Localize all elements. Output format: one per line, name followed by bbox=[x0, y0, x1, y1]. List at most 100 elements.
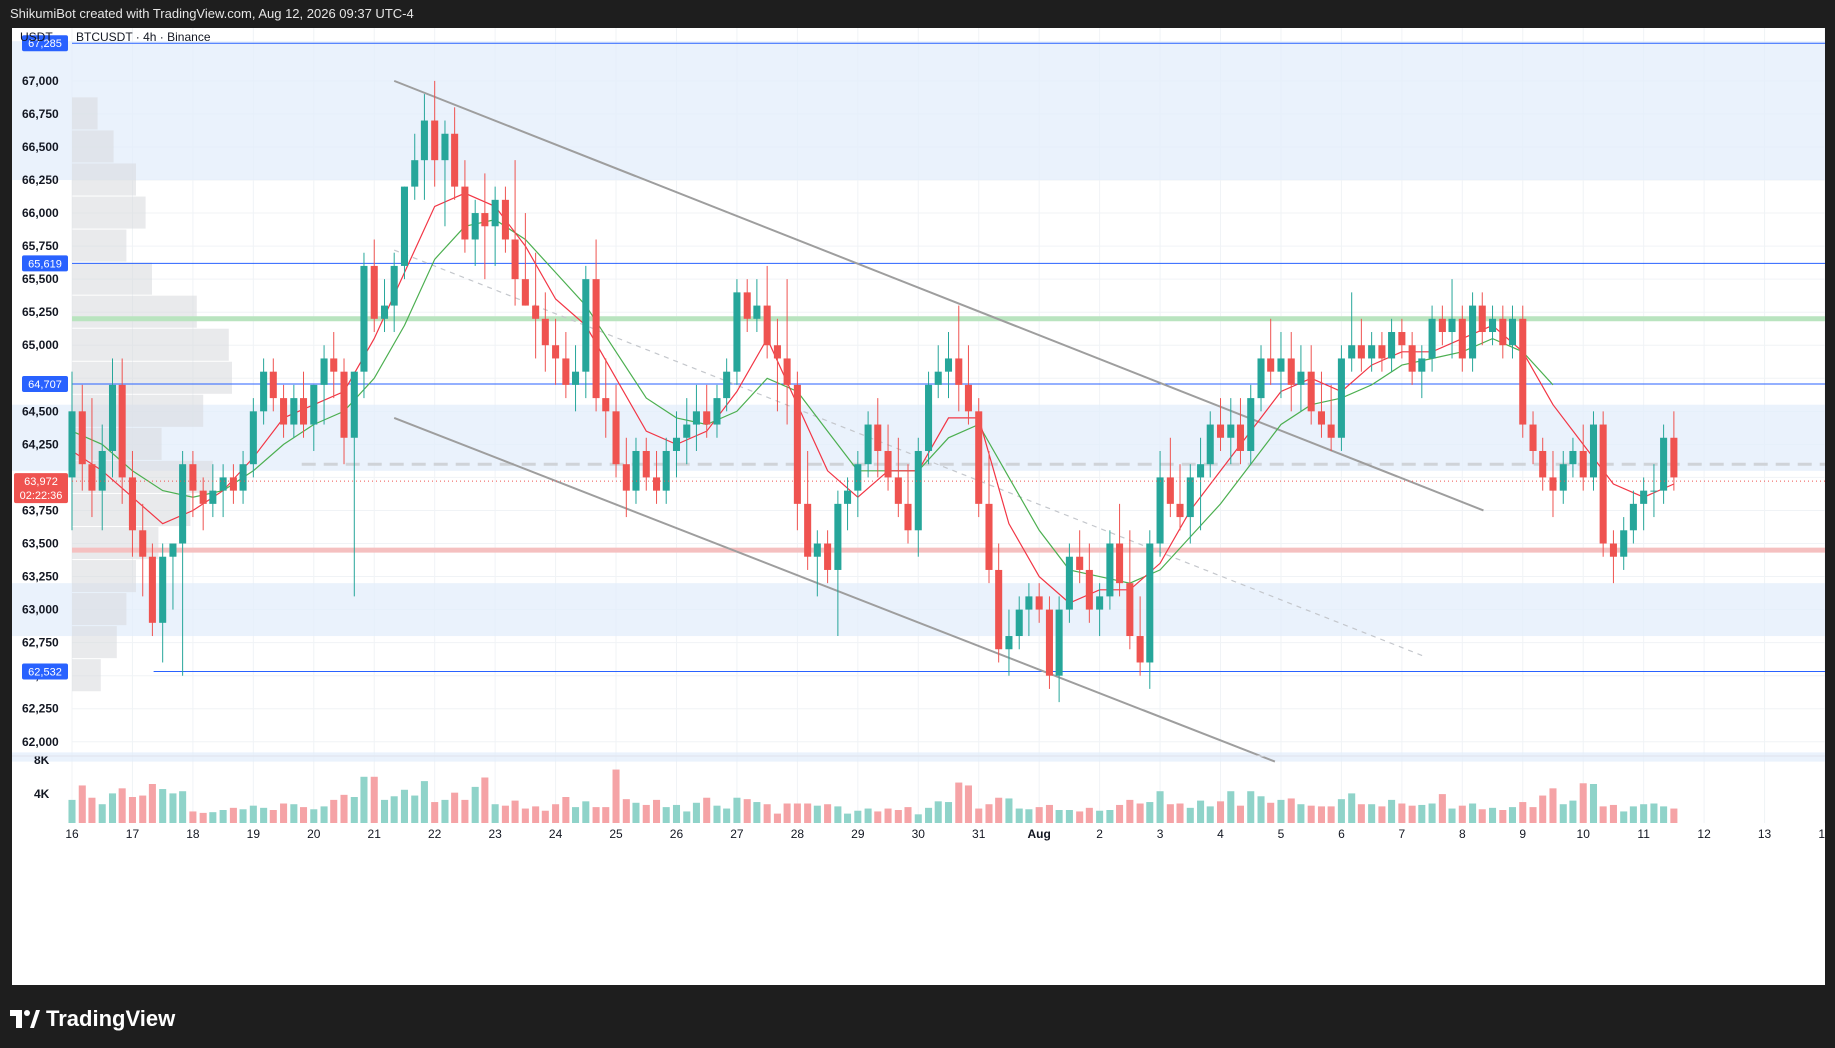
volume-bar bbox=[481, 777, 489, 823]
trend-channel[interactable] bbox=[393, 79, 1484, 763]
volume-bar bbox=[1579, 783, 1587, 823]
candle-body bbox=[1629, 503, 1637, 531]
y-tick-label: 66,500 bbox=[22, 140, 59, 154]
volume-bar bbox=[662, 807, 670, 823]
profile-row bbox=[72, 427, 162, 460]
candle-body bbox=[159, 556, 167, 623]
candle-body bbox=[1529, 424, 1537, 451]
candle-body bbox=[1146, 543, 1154, 663]
candle-body bbox=[1186, 477, 1194, 518]
x-tick-label: 17 bbox=[126, 827, 140, 841]
volume-bar bbox=[622, 799, 630, 823]
volume-bar bbox=[1357, 804, 1365, 823]
volume-bar bbox=[1569, 800, 1577, 823]
volume-bar bbox=[864, 808, 872, 823]
candle-body bbox=[793, 384, 801, 504]
volume-bar bbox=[1599, 806, 1607, 823]
y-tick-label: 65,000 bbox=[22, 338, 59, 352]
tradingview-logo[interactable]: TradingView bbox=[10, 1006, 175, 1032]
candle-body bbox=[501, 199, 509, 240]
volume-bar bbox=[572, 807, 580, 823]
candle-body bbox=[98, 450, 106, 491]
x-tick-label: 16 bbox=[65, 827, 79, 841]
candle-body bbox=[925, 384, 933, 451]
volume-bar bbox=[1035, 807, 1043, 823]
candle-body bbox=[653, 477, 661, 491]
volume-bar bbox=[1015, 808, 1023, 823]
x-tick-label: 27 bbox=[730, 827, 744, 841]
volume-bar bbox=[1629, 806, 1637, 823]
candle-body bbox=[562, 358, 570, 385]
candle-body bbox=[1428, 318, 1436, 359]
volume-bar bbox=[703, 797, 711, 823]
price-level-label: 62,532 bbox=[28, 666, 62, 678]
volume-bar bbox=[743, 799, 751, 823]
y-tick-label: 64,250 bbox=[22, 437, 59, 451]
price-zone bbox=[12, 583, 1825, 637]
candle-body bbox=[350, 371, 358, 438]
volume-bar bbox=[1448, 808, 1456, 823]
candle-body bbox=[1297, 371, 1305, 385]
y-tick-label: 65,500 bbox=[22, 272, 59, 286]
volume-bar bbox=[894, 810, 902, 823]
price-chart[interactable]: 62,00062,25062,50062,75063,00063,25063,5… bbox=[12, 28, 1825, 985]
attribution-header: ShikumiBot created with TradingView.com,… bbox=[0, 0, 1835, 28]
x-tick-label: 26 bbox=[670, 827, 684, 841]
volume-bar bbox=[541, 810, 549, 823]
candle-body bbox=[269, 371, 277, 399]
candle-body bbox=[783, 358, 791, 385]
candle-body bbox=[1448, 318, 1456, 333]
x-tick-label: 10 bbox=[1577, 827, 1591, 841]
volume-bar bbox=[461, 799, 469, 823]
candle-body bbox=[733, 292, 741, 372]
candle-body bbox=[1257, 358, 1265, 399]
volume-bar bbox=[723, 808, 731, 823]
volume-bar bbox=[1418, 804, 1426, 823]
x-tick-label: 18 bbox=[186, 827, 200, 841]
candle-body bbox=[260, 371, 268, 412]
candle-body bbox=[1106, 543, 1114, 597]
x-tick-label: 31 bbox=[972, 827, 986, 841]
volume-bar bbox=[925, 807, 933, 823]
profile-row bbox=[72, 626, 117, 659]
candle-body bbox=[1317, 411, 1325, 425]
volume-bar bbox=[189, 811, 197, 823]
volume-bar bbox=[1539, 795, 1547, 823]
candle-body bbox=[1489, 318, 1497, 333]
x-tick-label: 12 bbox=[1697, 827, 1711, 841]
candle-body bbox=[964, 384, 972, 412]
candle-body bbox=[1277, 358, 1285, 372]
y-tick-label: 63,250 bbox=[22, 570, 59, 584]
candle-body bbox=[471, 213, 479, 240]
candle-body bbox=[320, 358, 328, 385]
brand-text: TradingView bbox=[46, 1006, 176, 1031]
chart-panel[interactable]: 62,00062,25062,50062,75063,00063,25063,5… bbox=[12, 28, 1825, 985]
x-tick-label: 9 bbox=[1519, 827, 1526, 841]
volume-bar bbox=[763, 804, 771, 823]
candle-body bbox=[582, 279, 590, 372]
y-tick-label: 63,000 bbox=[22, 603, 59, 617]
candle-body bbox=[340, 371, 348, 438]
volume-bar bbox=[914, 814, 922, 823]
volume-bar bbox=[1247, 791, 1255, 823]
candle-body bbox=[1327, 424, 1335, 438]
price-zone bbox=[12, 41, 1825, 181]
volume-bar bbox=[441, 799, 449, 823]
volume-bar bbox=[88, 797, 96, 823]
candle-body bbox=[1348, 345, 1356, 359]
candle-body bbox=[944, 358, 953, 372]
volume-bar bbox=[793, 803, 801, 823]
x-tick-label: 4 bbox=[1217, 827, 1224, 841]
volume-bar bbox=[1065, 810, 1073, 823]
volume-bar bbox=[1438, 794, 1446, 823]
symbol-legend[interactable]: BTCUSDT · 4h · Binance bbox=[76, 30, 211, 44]
volume-bar bbox=[804, 803, 812, 823]
volume-bar bbox=[844, 813, 852, 823]
candle-body bbox=[1247, 398, 1255, 451]
y-tick-label: 67,000 bbox=[22, 74, 59, 88]
volume-bar bbox=[350, 797, 358, 823]
price-level-badge bbox=[22, 663, 68, 680]
candle-body bbox=[1670, 437, 1678, 478]
volume-bar bbox=[68, 799, 76, 823]
candle-body bbox=[1398, 332, 1406, 346]
